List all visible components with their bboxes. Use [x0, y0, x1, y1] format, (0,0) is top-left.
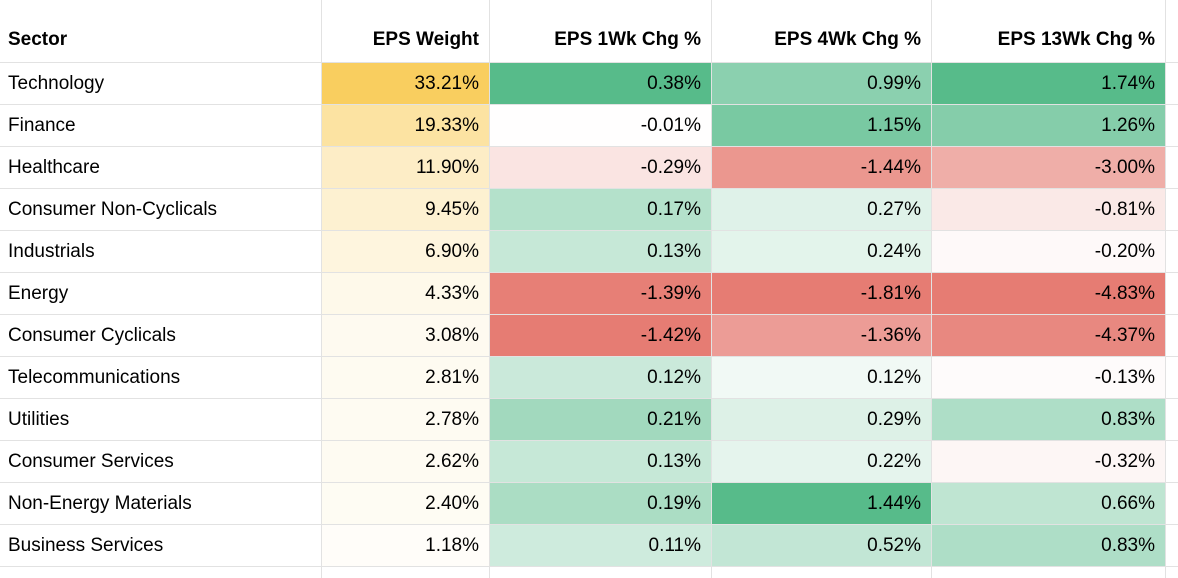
grid-sliver	[490, 567, 712, 578]
eps-4wk-chg-cell[interactable]: 0.99%	[712, 63, 932, 105]
sector-cell[interactable]: Business Services	[0, 525, 322, 567]
grid-sliver	[1166, 105, 1178, 147]
eps-1wk-chg-cell[interactable]: 0.38%	[490, 63, 712, 105]
column-header-label: EPS Weight	[372, 29, 479, 50]
column-header-label: EPS 13Wk Chg %	[997, 29, 1155, 50]
eps-4wk-chg-cell[interactable]: 0.27%	[712, 189, 932, 231]
eps-13wk-chg-cell[interactable]: 1.26%	[932, 105, 1166, 147]
grid-sliver	[1166, 63, 1178, 105]
eps-13wk-chg-cell[interactable]: -3.00%	[932, 147, 1166, 189]
eps-1wk-chg-cell[interactable]: -0.29%	[490, 147, 712, 189]
eps-4wk-chg-cell[interactable]: 0.24%	[712, 231, 932, 273]
eps-weight-cell[interactable]: 1.18%	[322, 525, 490, 567]
eps-13wk-chg-cell[interactable]: -0.32%	[932, 441, 1166, 483]
sector-cell[interactable]: Energy	[0, 273, 322, 315]
header-cell-eps-weight[interactable]: EPS Weight	[322, 0, 490, 63]
header-cell-eps-13wk-chg[interactable]: EPS 13Wk Chg %	[932, 0, 1166, 63]
eps-4wk-chg-cell[interactable]: -1.36%	[712, 315, 932, 357]
grid-sliver	[322, 567, 490, 578]
eps-4wk-chg-cell[interactable]: 1.44%	[712, 483, 932, 525]
eps-4wk-chg-cell[interactable]: 0.29%	[712, 399, 932, 441]
eps-weight-cell[interactable]: 2.62%	[322, 441, 490, 483]
grid-sliver	[1166, 483, 1178, 525]
eps-weight-cell[interactable]: 3.08%	[322, 315, 490, 357]
eps-weight-cell[interactable]: 2.81%	[322, 357, 490, 399]
eps-weight-cell[interactable]: 11.90%	[322, 147, 490, 189]
eps-weight-cell[interactable]: 2.40%	[322, 483, 490, 525]
eps-13wk-chg-cell[interactable]: -0.13%	[932, 357, 1166, 399]
eps-1wk-chg-cell[interactable]: 0.13%	[490, 231, 712, 273]
eps-1wk-chg-cell[interactable]: -0.01%	[490, 105, 712, 147]
grid-sliver	[1166, 273, 1178, 315]
sector-cell[interactable]: Finance	[0, 105, 322, 147]
header-cell-eps-4wk-chg[interactable]: EPS 4Wk Chg %	[712, 0, 932, 63]
grid-sliver	[712, 567, 932, 578]
grid-sliver	[1166, 147, 1178, 189]
sector-cell[interactable]: Telecommunications	[0, 357, 322, 399]
eps-4wk-chg-cell[interactable]: -1.81%	[712, 273, 932, 315]
eps-13wk-chg-cell[interactable]: 0.66%	[932, 483, 1166, 525]
eps-weight-cell[interactable]: 9.45%	[322, 189, 490, 231]
eps-weight-cell[interactable]: 6.90%	[322, 231, 490, 273]
grid-sliver	[1166, 441, 1178, 483]
eps-4wk-chg-cell[interactable]: 1.15%	[712, 105, 932, 147]
grid-sliver	[1166, 525, 1178, 567]
eps-13wk-chg-cell[interactable]: 1.74%	[932, 63, 1166, 105]
grid-sliver	[1166, 189, 1178, 231]
eps-4wk-chg-cell[interactable]: 0.22%	[712, 441, 932, 483]
eps-4wk-chg-cell[interactable]: 0.12%	[712, 357, 932, 399]
grid-sliver	[1166, 231, 1178, 273]
sector-cell[interactable]: Technology	[0, 63, 322, 105]
eps-13wk-chg-cell[interactable]: 0.83%	[932, 399, 1166, 441]
grid-sliver	[1166, 315, 1178, 357]
grid-sliver	[1166, 399, 1178, 441]
grid-sliver	[0, 567, 322, 578]
sector-cell[interactable]: Utilities	[0, 399, 322, 441]
column-header-label: EPS 4Wk Chg %	[774, 29, 921, 50]
grid-sliver	[1166, 567, 1178, 578]
header-cell-eps-1wk-chg[interactable]: EPS 1Wk Chg %	[490, 0, 712, 63]
eps-1wk-chg-cell[interactable]: 0.19%	[490, 483, 712, 525]
eps-1wk-chg-cell[interactable]: 0.17%	[490, 189, 712, 231]
eps-13wk-chg-cell[interactable]: -4.83%	[932, 273, 1166, 315]
eps-1wk-chg-cell[interactable]: 0.13%	[490, 441, 712, 483]
eps-weight-cell[interactable]: 33.21%	[322, 63, 490, 105]
sector-cell[interactable]: Consumer Services	[0, 441, 322, 483]
sector-cell[interactable]: Industrials	[0, 231, 322, 273]
eps-1wk-chg-cell[interactable]: -1.42%	[490, 315, 712, 357]
eps-weight-cell[interactable]: 4.33%	[322, 273, 490, 315]
sector-cell[interactable]: Consumer Cyclicals	[0, 315, 322, 357]
sector-cell[interactable]: Healthcare	[0, 147, 322, 189]
eps-13wk-chg-cell[interactable]: -0.81%	[932, 189, 1166, 231]
grid-sliver	[1166, 0, 1178, 63]
grid-sliver	[1166, 357, 1178, 399]
eps-1wk-chg-cell[interactable]: 0.11%	[490, 525, 712, 567]
eps-4wk-chg-cell[interactable]: -1.44%	[712, 147, 932, 189]
eps-weight-cell[interactable]: 2.78%	[322, 399, 490, 441]
column-header-label: EPS 1Wk Chg %	[554, 29, 701, 50]
sector-cell[interactable]: Non-Energy Materials	[0, 483, 322, 525]
eps-1wk-chg-cell[interactable]: 0.21%	[490, 399, 712, 441]
column-header-label: Sector	[8, 29, 68, 50]
grid-sliver	[932, 567, 1166, 578]
eps-13wk-chg-cell[interactable]: 0.83%	[932, 525, 1166, 567]
eps-13wk-chg-cell[interactable]: -4.37%	[932, 315, 1166, 357]
eps-1wk-chg-cell[interactable]: 0.12%	[490, 357, 712, 399]
header-cell-sector[interactable]: Sector	[0, 0, 322, 63]
eps-4wk-chg-cell[interactable]: 0.52%	[712, 525, 932, 567]
eps-weight-cell[interactable]: 19.33%	[322, 105, 490, 147]
eps-13wk-chg-cell[interactable]: -0.20%	[932, 231, 1166, 273]
sector-cell[interactable]: Consumer Non-Cyclicals	[0, 189, 322, 231]
eps-1wk-chg-cell[interactable]: -1.39%	[490, 273, 712, 315]
